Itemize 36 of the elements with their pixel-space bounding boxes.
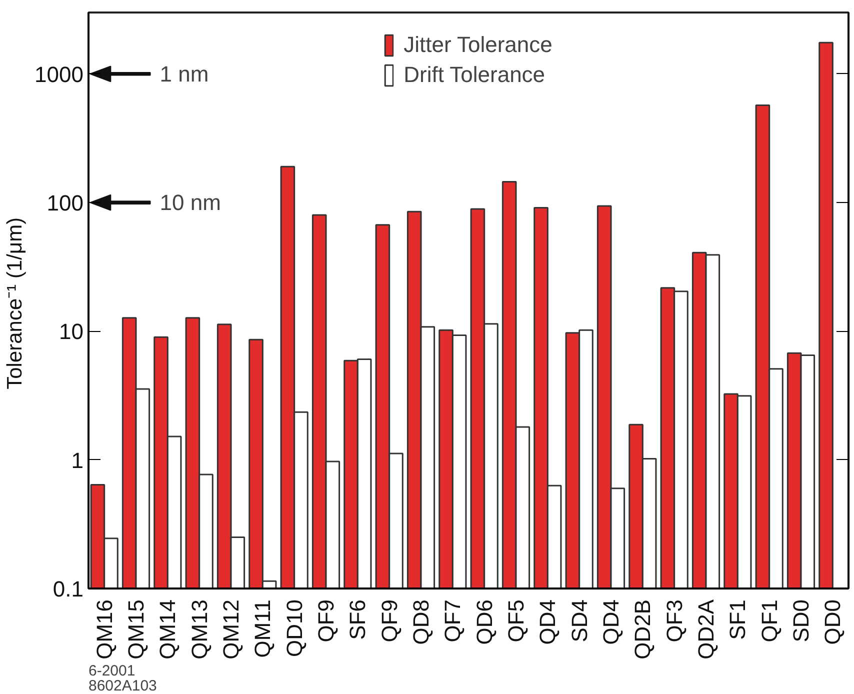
x-tick-label: QF9 bbox=[314, 599, 338, 642]
x-tick-label: QM13 bbox=[186, 599, 212, 660]
y-tick-label: 10 bbox=[59, 319, 84, 344]
x-tick-label: QF3 bbox=[662, 599, 687, 642]
x-tick-label: QF5 bbox=[504, 599, 528, 642]
x-tick-label: QD4 bbox=[535, 599, 560, 645]
legend-label: Drift Tolerance bbox=[404, 62, 546, 88]
x-tick-label: SD4 bbox=[566, 600, 592, 642]
x-tick-label: SF6 bbox=[345, 599, 370, 640]
x-tick-label: QD6 bbox=[472, 599, 497, 645]
legend-label: Jitter Tolerance bbox=[404, 32, 552, 58]
x-tick-label: SD0 bbox=[788, 600, 814, 642]
x-tick-label: QM11 bbox=[250, 599, 276, 658]
x-tick-label: QF7 bbox=[440, 599, 466, 642]
text: 8602A103 bbox=[88, 678, 157, 694]
x-tick-label: QM14 bbox=[155, 599, 180, 660]
x-tick-label: QD0 bbox=[820, 599, 846, 645]
ref-line-label: 10 nm bbox=[160, 190, 221, 216]
x-tick-label: QD10 bbox=[282, 599, 307, 657]
x-tick-label: QF9 bbox=[376, 599, 402, 642]
x-tick-label: QM12 bbox=[218, 599, 244, 660]
x-tick-label: QF1 bbox=[756, 599, 782, 642]
x-tick-label: QM15 bbox=[124, 599, 148, 660]
y-tick-label: 0.1 bbox=[52, 576, 84, 602]
y-tick-label: 1 bbox=[71, 448, 84, 473]
x-tick-label: QM16 bbox=[92, 599, 117, 660]
text: 6-2001 bbox=[88, 662, 136, 680]
x-tick-label: QD2B bbox=[630, 599, 656, 660]
y-tick-label: 1000 bbox=[34, 62, 84, 87]
y-tick-label: 100 bbox=[46, 190, 84, 216]
y-axis-title: Tolerance⁻¹ (1/μm) bbox=[4, 217, 27, 390]
x-tick-label: QD4 bbox=[598, 599, 624, 645]
x-tick-label: SF1 bbox=[725, 599, 750, 640]
ref-line-label: 1 nm bbox=[160, 61, 209, 86]
x-tick-label: QD2A bbox=[694, 599, 718, 660]
x-tick-label: QD8 bbox=[408, 599, 434, 645]
